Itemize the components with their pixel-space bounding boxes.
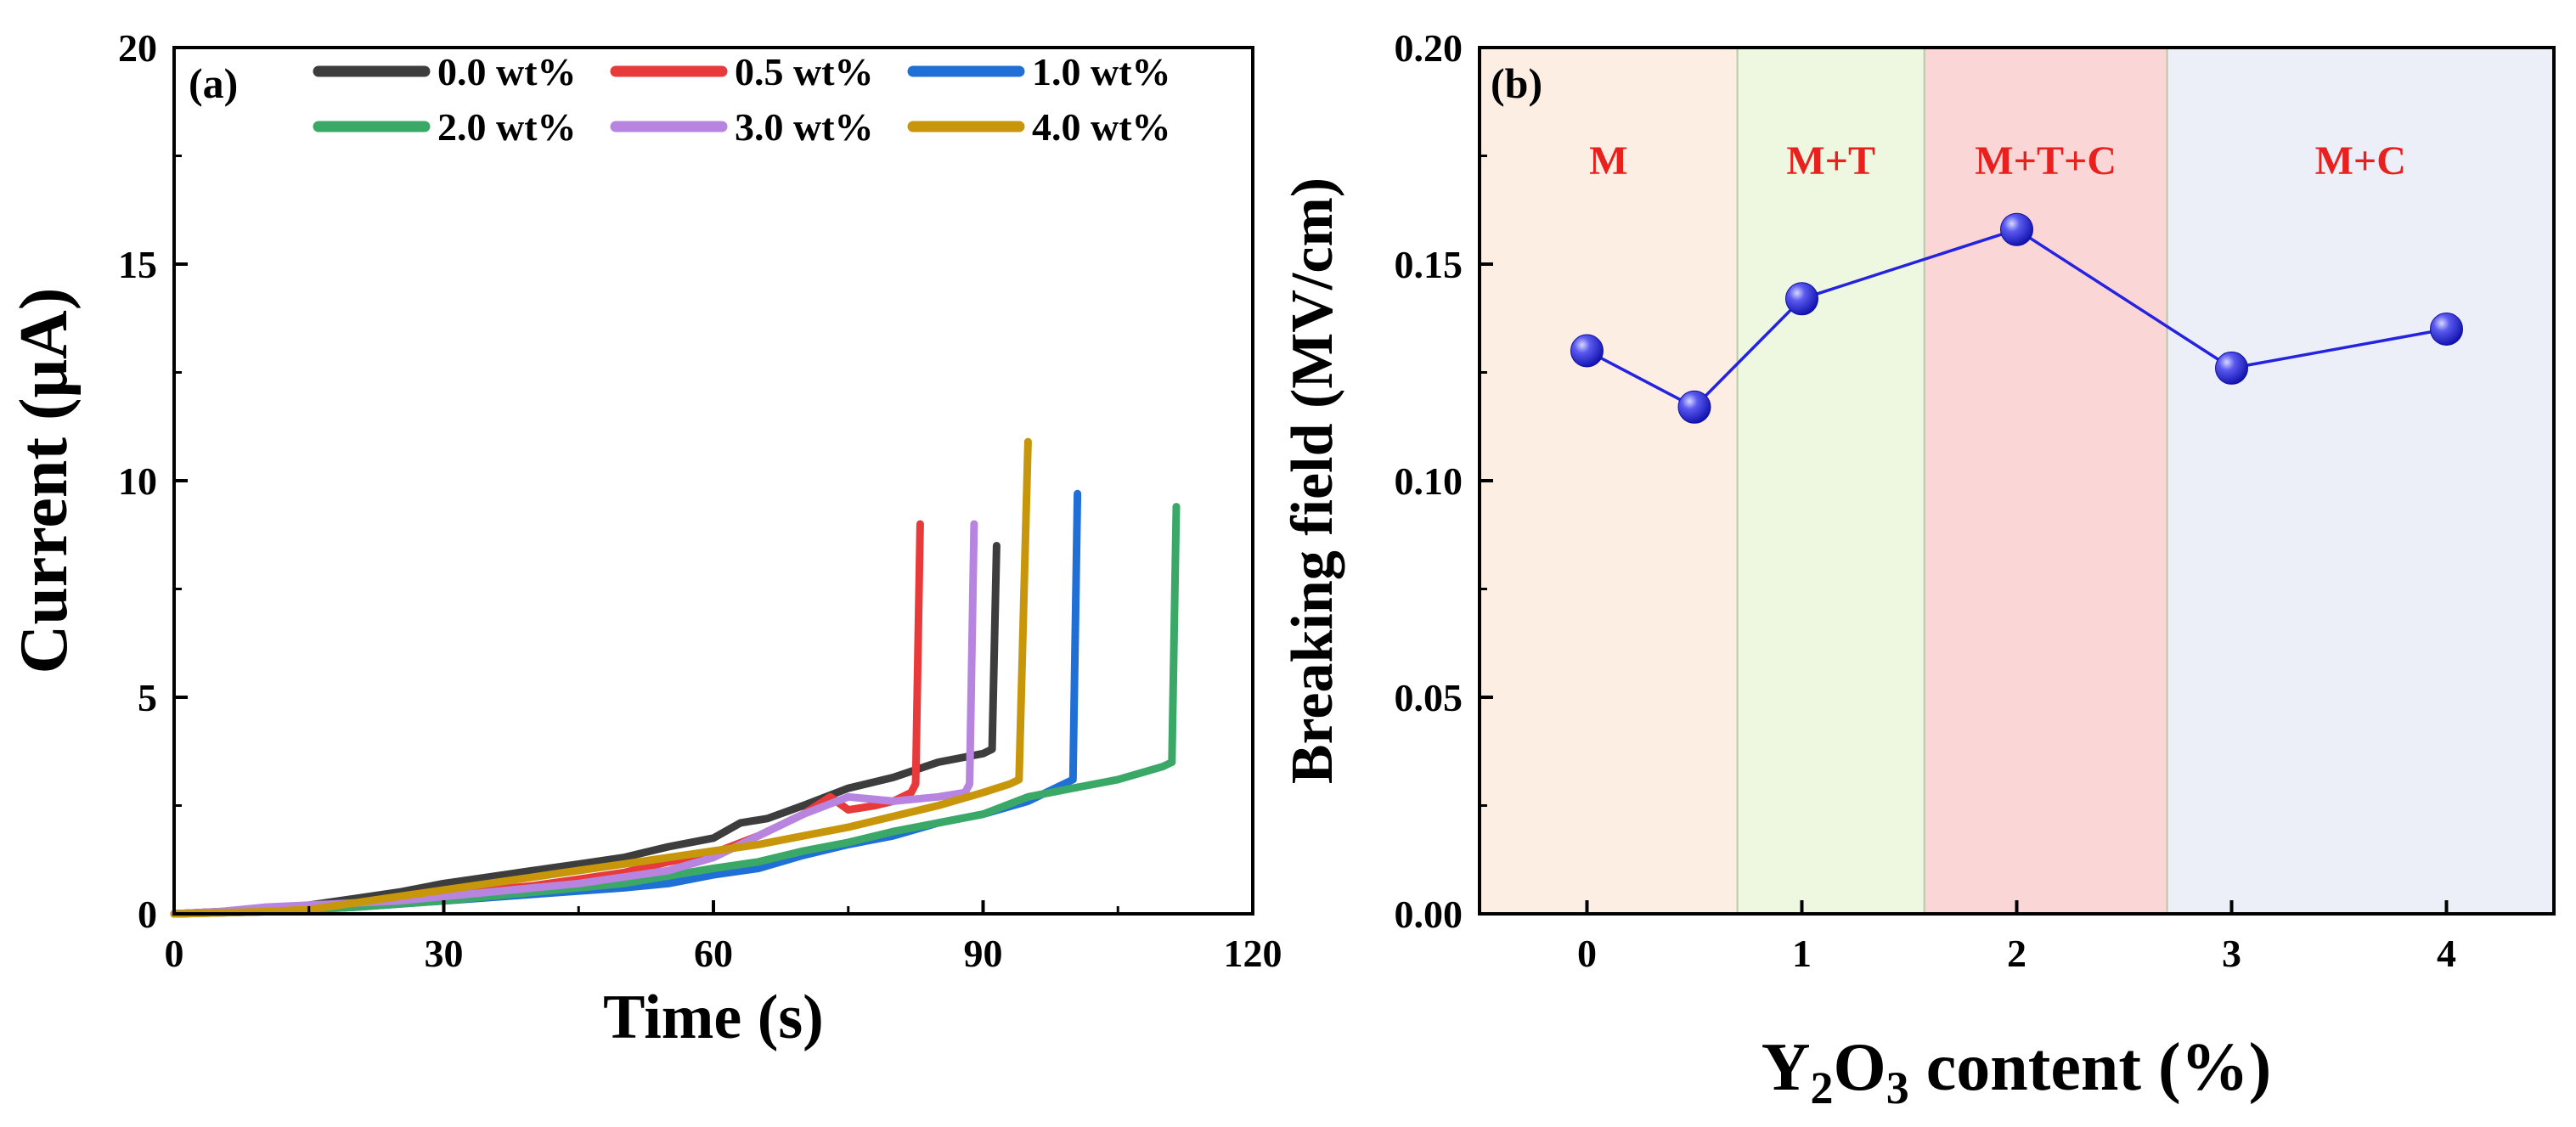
phase-regions: M M+T M+T+C M+C xyxy=(1480,48,2554,914)
y-tick-label: 0.10 xyxy=(1395,459,1463,503)
trend-line xyxy=(1586,228,2447,409)
legend: 0.0 wt% 0.5 wt% 1.0 wt% 2.0 wt% 3.0 wt% 4.0 w… xyxy=(313,50,1171,149)
phase-region-label: M+C xyxy=(2315,138,2406,183)
legend-label: 0.0 wt% xyxy=(437,50,577,93)
data-point xyxy=(1677,390,1711,424)
phase-region xyxy=(1737,48,1925,914)
axis-ticks: 0 1 2 3 4 0.00 0.05 0.10 0.15 0.20 xyxy=(1395,26,2457,975)
y-axis-label: Current (μA) xyxy=(7,288,82,674)
series-line-0 xyxy=(170,542,1001,918)
axis-ticks: 0 30 60 90 120 0 5 10 15 20 xyxy=(118,26,1282,975)
data-point xyxy=(2430,313,2463,346)
phase-region-label: M xyxy=(1589,138,1627,183)
x-tick-label: 4 xyxy=(2437,932,2456,975)
phase-region-label: M+T xyxy=(1786,138,1875,183)
series-line-5 xyxy=(170,437,1032,918)
panel-a: 0 30 60 90 120 0 5 10 15 20 (a) 0.0 wt% 0.5 wt% 1.0… xyxy=(7,26,1282,1052)
y-tick-label: 0.00 xyxy=(1395,893,1463,936)
series-line-4 xyxy=(170,520,978,918)
x-tick-label: 0 xyxy=(165,932,184,975)
phase-region xyxy=(1480,48,1738,914)
x-tick-label: 1 xyxy=(1792,932,1812,975)
y-tick-label: 0.05 xyxy=(1395,676,1463,719)
legend-label: 1.0 wt% xyxy=(1032,50,1171,93)
legend-label: 0.5 wt% xyxy=(735,50,874,93)
x-tick-label: 30 xyxy=(425,932,464,975)
legend-item: 0.0 wt% xyxy=(313,50,577,93)
data-point xyxy=(2215,351,2248,385)
legend-label: 4.0 wt% xyxy=(1032,105,1171,149)
y-tick-label: 5 xyxy=(138,676,157,719)
connecting-line xyxy=(1586,228,2447,409)
y-tick-label: 0.20 xyxy=(1395,26,1463,70)
x-tick-label: 60 xyxy=(694,932,733,975)
x-tick-label: 120 xyxy=(1224,932,1282,975)
x-axis-label: Y2O3 content (%) xyxy=(1761,1030,2272,1113)
x-tick-label: 3 xyxy=(2222,932,2241,975)
y-tick-label: 0 xyxy=(138,893,157,936)
legend-label: 3.0 wt% xyxy=(735,105,874,149)
x-tick-label: 2 xyxy=(2007,932,2026,975)
y-axis-label: Breaking field (MV/cm) xyxy=(1280,178,1345,784)
legend-item: 3.0 wt% xyxy=(610,105,874,149)
phase-region xyxy=(1924,48,2167,914)
legend-item: 2.0 wt% xyxy=(313,105,577,149)
y-tick-label: 0.15 xyxy=(1395,243,1463,286)
x-tick-label: 0 xyxy=(1577,932,1597,975)
y-tick-label: 10 xyxy=(118,459,157,503)
legend-item: 0.5 wt% xyxy=(610,50,874,93)
phase-region-label: M+T+C xyxy=(1975,138,2117,183)
legend-item: 4.0 wt% xyxy=(907,105,1171,149)
panel-b: M M+T M+T+C M+C 0 1 2 3 4 0.00 0.05 0.10 0.15 0.20 (… xyxy=(1280,26,2556,1113)
legend-item: 1.0 wt% xyxy=(907,50,1171,93)
x-tick-label: 90 xyxy=(964,932,1003,975)
data-point xyxy=(1785,282,1818,316)
phase-region xyxy=(2167,48,2554,914)
data-points xyxy=(1570,212,2463,424)
y-tick-label: 20 xyxy=(118,26,157,70)
panel-label: (b) xyxy=(1491,59,1542,107)
panel-label: (a) xyxy=(189,59,238,107)
data-point xyxy=(2000,212,2033,246)
y-tick-label: 15 xyxy=(118,243,157,286)
legend-label: 2.0 wt% xyxy=(437,105,577,149)
series-line-2 xyxy=(170,489,1082,918)
data-point xyxy=(1570,334,1604,368)
x-axis-label: Time (s) xyxy=(603,983,824,1052)
series-lines xyxy=(170,437,1181,918)
